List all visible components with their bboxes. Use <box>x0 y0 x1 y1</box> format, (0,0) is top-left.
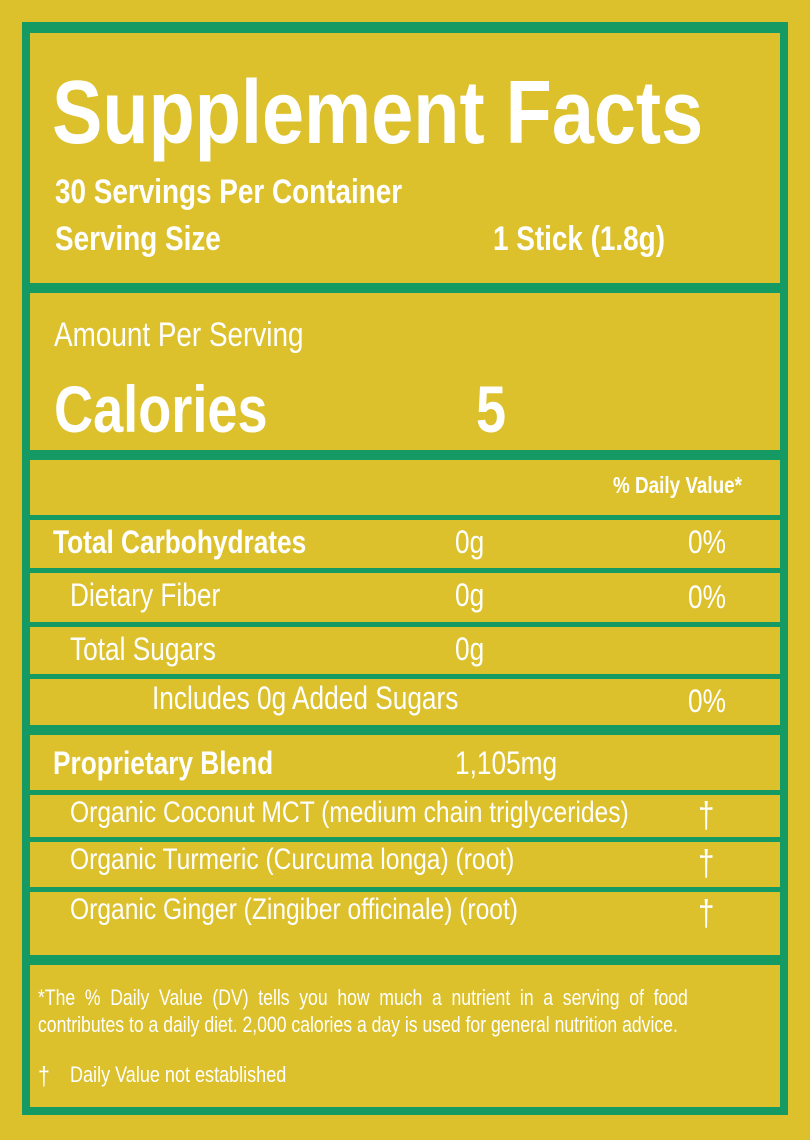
blend-row: Proprietary Blend 1,105mg <box>30 735 780 790</box>
ingredient-row: Organic Coconut MCT (medium chain trigly… <box>30 794 780 837</box>
dagger-icon: † <box>698 794 715 835</box>
calories-label: Calories <box>54 372 268 446</box>
ingredient-name: Organic Ginger (Zingiber officinale) (ro… <box>70 893 518 926</box>
serving-size-value: 1 Stick (1.8g) <box>493 220 665 258</box>
nutrient-row: Total Sugars 0g <box>30 627 780 674</box>
nutrient-name: Includes 0g Added Sugars <box>152 680 459 716</box>
nutrient-row: Total Carbohydrates 0g 0% <box>30 520 780 568</box>
nutrient-name: Total Sugars <box>70 631 216 667</box>
page-title: Supplement Facts <box>52 63 704 163</box>
header-panel: Supplement Facts 30 Servings Per Contain… <box>30 33 780 283</box>
nutrient-amount: 0g <box>455 524 485 560</box>
nutrient-amount: 0g <box>455 631 485 667</box>
calories-panel: Amount Per Serving Calories 5 <box>30 293 780 450</box>
footnote-line-2: contributes to a daily diet. 2,000 calor… <box>38 1012 678 1037</box>
dv-header-panel: % Daily Value* <box>30 460 780 515</box>
nutrient-row: Includes 0g Added Sugars 0% <box>30 679 780 725</box>
ingredient-row: Organic Ginger (Zingiber officinale) (ro… <box>30 892 780 955</box>
nutrient-name: Total Carbohydrates <box>53 524 307 560</box>
amount-per-serving: Amount Per Serving <box>54 316 304 354</box>
dagger-icon: † <box>698 892 715 933</box>
calories-value: 5 <box>476 372 507 446</box>
servings-per-container: 30 Servings Per Container <box>55 173 403 211</box>
ingredient-name: Organic Turmeric (Curcuma longa) (root) <box>70 843 515 876</box>
nutrient-row: Dietary Fiber 0g 0% <box>30 573 780 622</box>
nutrient-dv: 0% <box>688 579 726 615</box>
nutrient-name: Dietary Fiber <box>70 577 221 613</box>
ingredient-row: Organic Turmeric (Curcuma longa) (root) … <box>30 842 780 887</box>
nutrient-dv: 0% <box>688 683 726 719</box>
footnote-dagger-text: Daily Value not established <box>70 1062 287 1087</box>
blend-amount: 1,105mg <box>455 745 558 781</box>
serving-size-label: Serving Size <box>55 220 221 258</box>
daily-value-header: % Daily Value* <box>613 472 742 498</box>
footnote-panel: *The % Daily Value (DV) tells you how mu… <box>30 965 780 1107</box>
nutrient-dv: 0% <box>688 524 726 560</box>
dagger-icon: † <box>38 1061 50 1091</box>
ingredient-name: Organic Coconut MCT (medium chain trigly… <box>70 796 629 829</box>
footnote-line-1: *The % Daily Value (DV) tells you how mu… <box>38 985 688 1010</box>
nutrient-amount: 0g <box>455 577 485 613</box>
dagger-icon: † <box>698 842 715 883</box>
blend-name: Proprietary Blend <box>53 745 274 781</box>
